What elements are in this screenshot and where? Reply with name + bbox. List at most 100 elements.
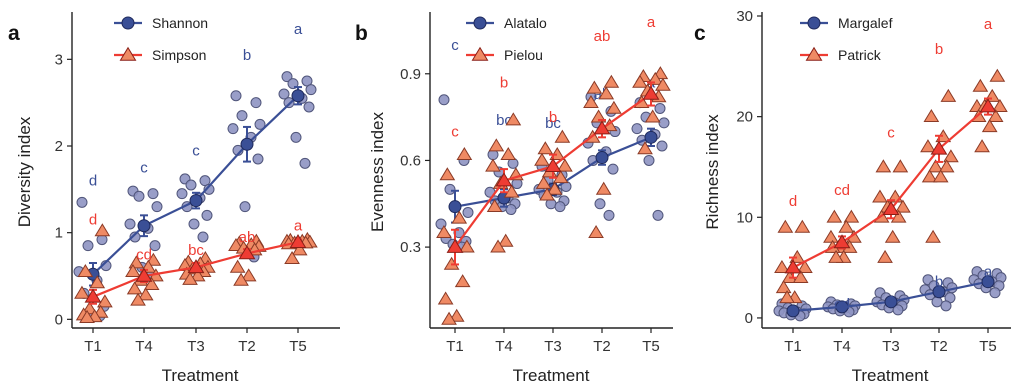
legend-label: Simpson <box>152 47 206 63</box>
significance-letter: b <box>243 47 251 64</box>
data-point <box>972 78 989 92</box>
data-point <box>932 169 949 183</box>
data-point <box>448 308 465 322</box>
data-point <box>656 140 668 152</box>
data-point <box>227 123 239 135</box>
data-point <box>603 74 620 88</box>
significance-letter: c <box>451 124 459 141</box>
data-point <box>658 117 670 129</box>
legend-label: Margalef <box>838 15 893 31</box>
mean-marker <box>786 304 800 318</box>
data-point <box>923 108 940 123</box>
mean-marker <box>642 85 660 100</box>
significance-letter: b <box>935 41 943 58</box>
richness-panel: c 0 10 20 30 T1 T4 T3 T2 T5 Treatment Richness inde… <box>694 8 1011 385</box>
significance-letter: b <box>549 109 557 126</box>
mean-marker <box>238 245 256 260</box>
x-tick-label: T5 <box>979 338 997 355</box>
data-point <box>125 264 141 278</box>
data-point <box>895 199 911 213</box>
significance-letter: c <box>192 142 200 159</box>
data-point <box>454 274 471 288</box>
data-point <box>488 138 505 152</box>
legend-label: Alatalo <box>504 15 547 31</box>
significance-letter: b <box>500 74 508 91</box>
data-point <box>79 309 95 323</box>
data-point <box>644 109 661 123</box>
data-point <box>823 229 839 243</box>
data-point <box>233 272 249 286</box>
data-point <box>774 259 790 273</box>
significance-letter: c <box>887 291 895 308</box>
data-point <box>505 112 522 126</box>
data-point <box>884 229 901 243</box>
data-point <box>278 88 290 100</box>
data-point <box>284 251 300 265</box>
data-point <box>185 179 197 191</box>
significance-letter: a <box>984 264 993 281</box>
data-point <box>631 123 643 135</box>
mean-marker <box>135 267 153 282</box>
legend-item-margalef: Margalef <box>800 15 893 31</box>
data-point <box>925 229 941 243</box>
y-axis-title: Evenness index <box>368 111 387 232</box>
x-tick-label: T3 <box>187 338 205 355</box>
mean-marker <box>289 233 307 248</box>
data-point <box>877 249 893 263</box>
data-point <box>133 190 145 202</box>
significance-letter: cd <box>834 182 850 199</box>
data-point <box>151 201 163 213</box>
data-point <box>989 287 1001 299</box>
data-point <box>586 80 603 94</box>
x-tick-label: T1 <box>784 338 802 355</box>
legend-marker <box>119 46 137 61</box>
data-point <box>643 154 655 166</box>
data-point <box>554 201 566 213</box>
data-point <box>76 196 88 208</box>
y-tick-label: 0.6 <box>400 152 421 169</box>
significance-letter: a <box>647 14 656 31</box>
significance-letter: d <box>789 193 797 210</box>
series-shannon: d c c b a <box>73 21 317 322</box>
series-alatalo: cbcbcaba <box>435 37 670 253</box>
data-point <box>290 131 302 143</box>
data-point <box>552 170 569 184</box>
significance-letter: ab <box>594 28 611 45</box>
legend-marker <box>473 16 487 30</box>
x-tick-label: T4 <box>833 338 851 355</box>
legend-label: Pielou <box>504 47 543 63</box>
significance-letter: d <box>89 212 97 229</box>
y-tick-label: 2 <box>55 138 63 155</box>
data-point <box>989 68 1006 82</box>
series-patrick: d cd c b a <box>774 16 1008 304</box>
data-point <box>890 209 907 223</box>
mean-marker <box>595 151 609 165</box>
mean-marker <box>593 120 611 135</box>
data-point <box>557 158 573 172</box>
data-point <box>981 119 998 133</box>
data-point <box>505 204 517 216</box>
legend-marker <box>807 16 821 30</box>
mean-marker <box>784 259 802 274</box>
data-point <box>149 240 161 252</box>
data-point <box>490 239 506 253</box>
data-point <box>97 294 113 308</box>
significance-letter: d <box>89 173 97 190</box>
mean-marker <box>833 234 851 249</box>
data-point <box>176 188 188 200</box>
data-point <box>892 159 909 173</box>
x-axis-title: Treatment <box>513 366 590 385</box>
mean-marker <box>189 194 203 208</box>
x-tick-label: T2 <box>238 338 256 355</box>
data-point <box>486 199 503 213</box>
data-point <box>794 219 811 233</box>
data-point <box>143 277 160 291</box>
data-point <box>775 280 792 294</box>
mean-marker <box>835 300 849 314</box>
data-point <box>254 118 266 130</box>
data-point <box>203 183 215 195</box>
legend-marker <box>805 46 823 61</box>
data-point <box>940 88 957 102</box>
data-point <box>291 242 308 256</box>
data-point <box>500 147 517 161</box>
